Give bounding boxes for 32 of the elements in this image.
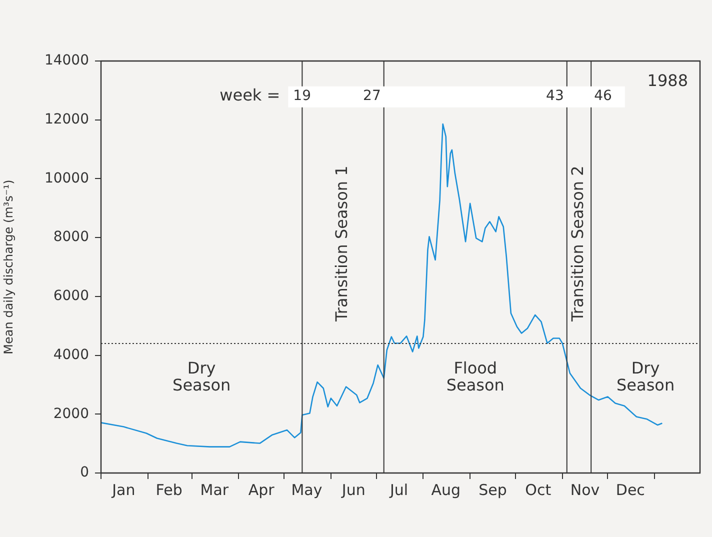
x-tick-label: Jun	[340, 480, 366, 499]
annotation: 19	[293, 88, 312, 104]
x-tick-label: Mar	[200, 480, 230, 499]
y-tick-label: 8000	[53, 229, 89, 246]
x-tick-label: Dec	[616, 480, 645, 499]
annotation: week =	[220, 85, 280, 104]
y-tick-label: 12000	[44, 112, 89, 128]
annotation: Flood Season	[446, 358, 504, 395]
annotation: 27	[363, 88, 381, 104]
x-tick-label: Oct	[525, 480, 552, 499]
y-tick-label: 10000	[44, 170, 89, 186]
x-tick-label: Jul	[388, 480, 408, 499]
annotation: 1988	[647, 71, 688, 90]
x-tick-label: Sep	[478, 480, 507, 499]
annotation: Transition Season 1	[332, 166, 352, 323]
annotation: Dry Season	[616, 358, 675, 395]
y-tick-label: 2000	[53, 406, 89, 422]
y-tick-label: 4000	[53, 346, 89, 363]
y-tick-label: 6000	[53, 288, 89, 304]
x-tick-label: Aug	[431, 480, 461, 499]
annotation: Dry Season	[172, 358, 231, 395]
x-tick-label: Jan	[111, 480, 136, 499]
x-tick-label: Nov	[570, 480, 600, 499]
x-tick-label: May	[291, 480, 322, 499]
annotation: Transition Season 2	[568, 166, 588, 323]
annotation: 46	[594, 88, 612, 104]
x-tick-label: Feb	[156, 480, 182, 499]
annotation: 43	[546, 88, 564, 104]
y-tick-label: 0	[80, 464, 89, 481]
y-axis-title: Mean daily discharge (m³s⁻¹)	[1, 180, 16, 354]
x-tick-label: Apr	[248, 480, 276, 499]
y-tick-label: 14000	[44, 52, 89, 69]
